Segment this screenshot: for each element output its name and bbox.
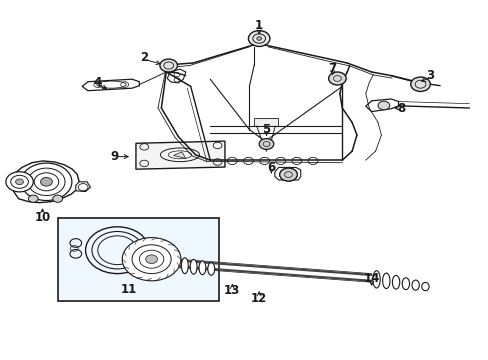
Circle shape: [53, 195, 62, 202]
Ellipse shape: [199, 261, 205, 275]
Ellipse shape: [181, 258, 188, 274]
Text: 12: 12: [250, 292, 267, 305]
Polygon shape: [254, 118, 277, 126]
Polygon shape: [136, 141, 224, 169]
Circle shape: [160, 59, 177, 72]
Ellipse shape: [382, 273, 389, 289]
Text: 1: 1: [255, 19, 263, 32]
Text: 5: 5: [262, 123, 270, 136]
Text: 3: 3: [426, 69, 433, 82]
Text: 11: 11: [120, 283, 137, 296]
Text: 10: 10: [34, 211, 51, 224]
Circle shape: [279, 168, 297, 181]
Ellipse shape: [411, 280, 418, 290]
Text: 2: 2: [140, 51, 148, 64]
Polygon shape: [173, 152, 185, 158]
Circle shape: [6, 172, 33, 192]
Circle shape: [259, 139, 273, 149]
Bar: [58, 218, 219, 301]
Ellipse shape: [372, 271, 380, 288]
Polygon shape: [11, 161, 79, 203]
Circle shape: [377, 101, 389, 110]
Polygon shape: [167, 69, 185, 83]
Circle shape: [28, 195, 38, 202]
Text: 4: 4: [94, 76, 102, 89]
Circle shape: [410, 77, 429, 91]
Circle shape: [256, 37, 261, 40]
Text: 9: 9: [111, 150, 119, 163]
Text: 14: 14: [363, 273, 379, 285]
Circle shape: [16, 179, 23, 185]
Text: 8: 8: [396, 102, 404, 114]
Text: 13: 13: [224, 284, 240, 297]
Polygon shape: [82, 79, 139, 91]
Circle shape: [328, 72, 346, 85]
Polygon shape: [274, 167, 300, 180]
Circle shape: [279, 168, 297, 181]
Circle shape: [145, 255, 157, 264]
Text: 7: 7: [328, 62, 336, 75]
Circle shape: [41, 177, 52, 186]
Ellipse shape: [391, 275, 399, 289]
Ellipse shape: [401, 278, 409, 289]
Ellipse shape: [207, 263, 214, 275]
Text: 6: 6: [267, 161, 275, 174]
Ellipse shape: [421, 282, 428, 291]
Polygon shape: [76, 182, 90, 192]
Polygon shape: [365, 99, 398, 112]
Circle shape: [248, 31, 269, 46]
Ellipse shape: [190, 259, 197, 274]
Circle shape: [122, 238, 181, 281]
